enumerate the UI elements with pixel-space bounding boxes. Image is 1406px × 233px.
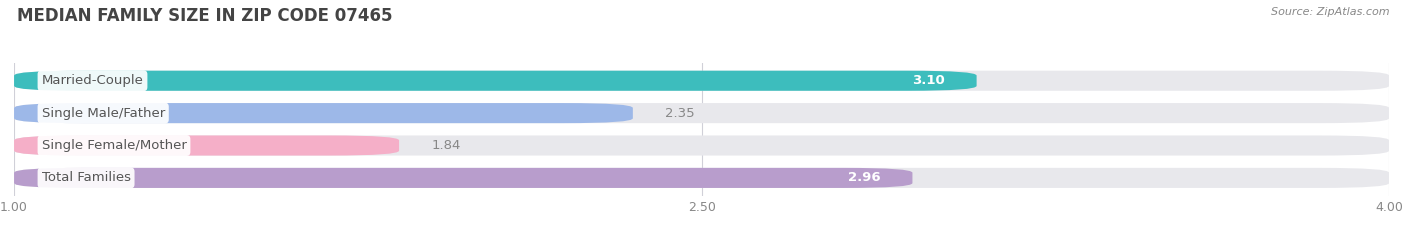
Text: 2.35: 2.35 xyxy=(665,107,695,120)
Text: Total Families: Total Families xyxy=(42,171,131,184)
FancyBboxPatch shape xyxy=(14,168,1389,188)
FancyBboxPatch shape xyxy=(14,71,977,91)
Text: Single Female/Mother: Single Female/Mother xyxy=(42,139,187,152)
Text: 2.96: 2.96 xyxy=(848,171,880,184)
Text: MEDIAN FAMILY SIZE IN ZIP CODE 07465: MEDIAN FAMILY SIZE IN ZIP CODE 07465 xyxy=(17,7,392,25)
Text: Married-Couple: Married-Couple xyxy=(42,74,143,87)
Text: 3.10: 3.10 xyxy=(911,74,945,87)
FancyBboxPatch shape xyxy=(14,71,1389,91)
FancyBboxPatch shape xyxy=(14,168,912,188)
FancyBboxPatch shape xyxy=(14,103,1389,123)
FancyBboxPatch shape xyxy=(14,135,399,156)
FancyBboxPatch shape xyxy=(14,135,1389,156)
FancyBboxPatch shape xyxy=(14,103,633,123)
Text: 1.84: 1.84 xyxy=(432,139,461,152)
Text: Source: ZipAtlas.com: Source: ZipAtlas.com xyxy=(1271,7,1389,17)
Text: Single Male/Father: Single Male/Father xyxy=(42,107,165,120)
